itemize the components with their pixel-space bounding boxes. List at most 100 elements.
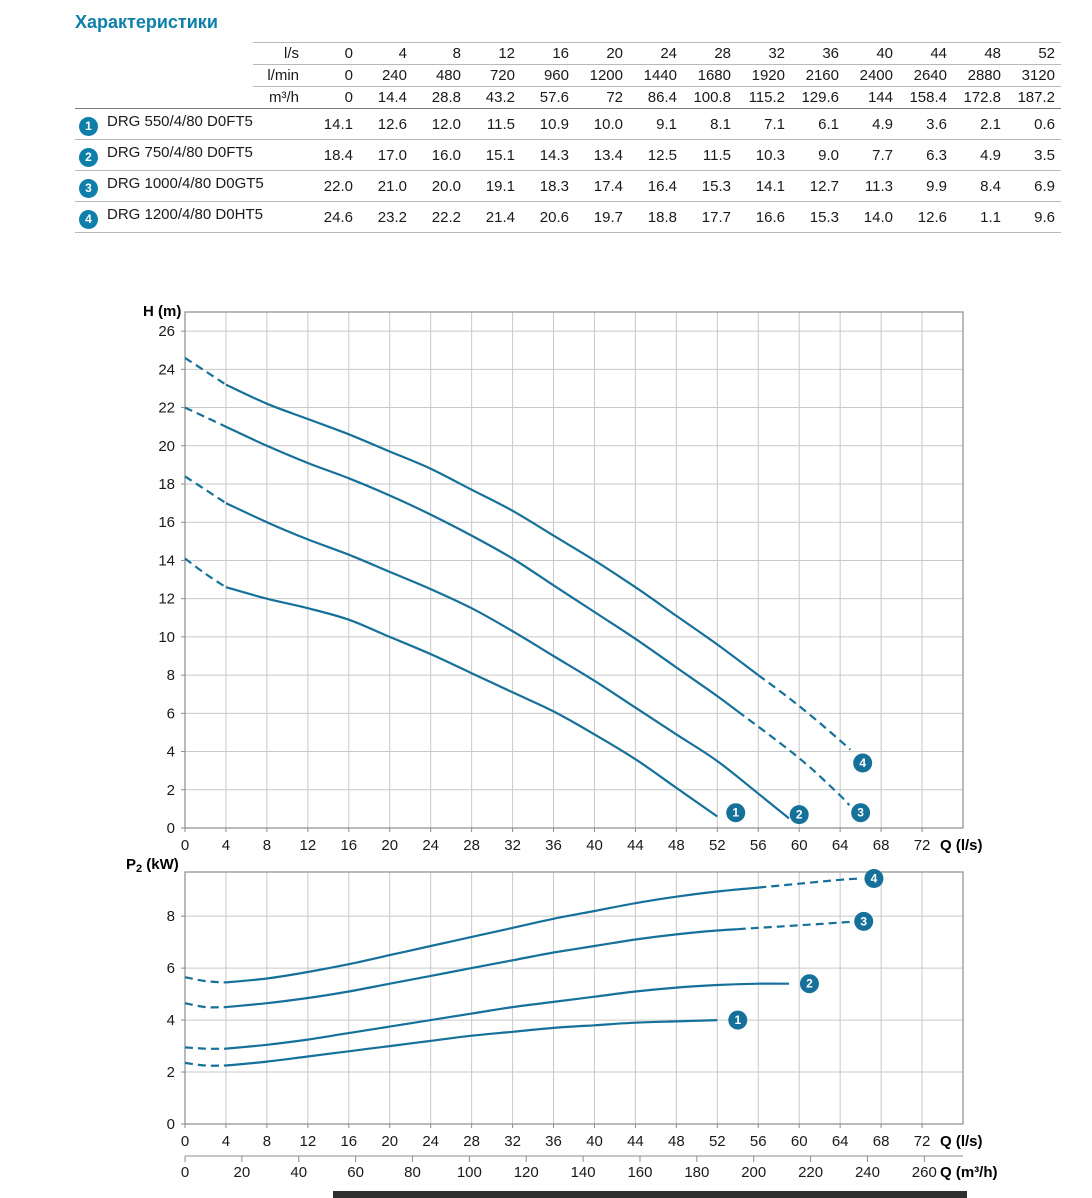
curve-2-dashed-start bbox=[184, 475, 227, 505]
flow-value-cell: 144 bbox=[845, 86, 899, 109]
flow-unit-row: l/s 0 4 8 12 16 20 24 28 32 36 40 44 48 52 bbox=[75, 42, 1061, 65]
y-tick-label: 24 bbox=[158, 361, 175, 378]
head-value-cell: 22.2 bbox=[413, 201, 467, 233]
power-curves: 1 2 3 4 bbox=[184, 868, 884, 1067]
flow-value-cell: 44 bbox=[899, 42, 953, 65]
flow-value-cell: 172.8 bbox=[953, 86, 1007, 109]
flow-value-cell: 480 bbox=[413, 64, 467, 87]
spacer-cell bbox=[75, 43, 253, 65]
head-value-cell: 3.5 bbox=[1007, 139, 1061, 171]
y-tick-label: 4 bbox=[167, 1012, 175, 1029]
x-tick-label: 32 bbox=[504, 837, 521, 854]
curve-1-dashed-start bbox=[184, 1061, 226, 1067]
flow-value-cell: 4 bbox=[359, 42, 413, 65]
flow-value-cell: 100.8 bbox=[683, 86, 737, 109]
flow-value-cell: 28 bbox=[683, 42, 737, 65]
pump-number-badge: 4 bbox=[79, 209, 98, 229]
flow-unit-label: l/s bbox=[253, 42, 305, 65]
flow-value-cell: 72 bbox=[575, 86, 629, 109]
head-value-cell: 11.5 bbox=[467, 108, 521, 140]
head-value-cell: 19.7 bbox=[575, 201, 629, 233]
flow-value-cell: 1440 bbox=[629, 64, 683, 87]
x-tick-label: 4 bbox=[222, 837, 230, 854]
head-value-cell: 6.9 bbox=[1007, 170, 1061, 202]
curve-3-solid bbox=[225, 425, 739, 713]
flow-value-cell: 2400 bbox=[845, 64, 899, 87]
flow-value-cell: 24 bbox=[629, 42, 683, 65]
flow-value-cell: 115.2 bbox=[737, 86, 791, 109]
flow-value-cell: 158.4 bbox=[899, 86, 953, 109]
spacer-cell bbox=[75, 86, 253, 109]
head-value-cell: 12.6 bbox=[359, 108, 413, 140]
y-tick-label: 18 bbox=[158, 476, 175, 493]
x-tick-label: 8 bbox=[263, 1133, 271, 1150]
curve-3-badge-number: 3 bbox=[857, 806, 864, 820]
head-value-cell: 8.4 bbox=[953, 170, 1007, 202]
flow-value-cell: 36 bbox=[791, 42, 845, 65]
flow-value-cell: 3120 bbox=[1007, 64, 1061, 87]
secondary-x-tick-label: 80 bbox=[404, 1164, 421, 1181]
flow-value-cell: 12 bbox=[467, 42, 521, 65]
secondary-x-tick-label: 60 bbox=[347, 1164, 364, 1181]
head-value-cell: 10.9 bbox=[521, 108, 575, 140]
y-tick-label: 0 bbox=[167, 820, 175, 837]
flow-value-cell: 2640 bbox=[899, 64, 953, 87]
head-value-cell: 23.2 bbox=[359, 201, 413, 233]
curve-1-badge bbox=[728, 1010, 748, 1030]
y-axis-title: H (m) bbox=[143, 303, 181, 320]
head-value-cell: 11.3 bbox=[845, 170, 899, 202]
head-value-cell: 4.9 bbox=[953, 139, 1007, 171]
head-value-cell: 9.1 bbox=[629, 108, 683, 140]
x-tick-label: 16 bbox=[340, 837, 357, 854]
x-tick-label: 0 bbox=[181, 1133, 189, 1150]
flow-value-cell: 240 bbox=[359, 64, 413, 87]
flow-value-cell: 187.2 bbox=[1007, 86, 1061, 109]
head-value-cell: 15.3 bbox=[791, 201, 845, 233]
characteristics-table: l/s 0 4 8 12 16 20 24 28 32 36 40 44 48 52 l/min 0 240 480… bbox=[75, 42, 1061, 233]
head-value-cell: 22.0 bbox=[305, 170, 359, 202]
curve-2-solid bbox=[225, 502, 790, 820]
curve-2-badge-number: 2 bbox=[796, 808, 803, 822]
x-tick-label: 24 bbox=[422, 837, 439, 854]
y-axis-title: P2 (kW) bbox=[126, 856, 179, 875]
x-tick-label: 16 bbox=[340, 1133, 357, 1150]
head-grid bbox=[185, 312, 963, 828]
x-tick-label: 12 bbox=[299, 837, 316, 854]
head-value-cell: 9.0 bbox=[791, 139, 845, 171]
y-tick-label: 0 bbox=[167, 1116, 175, 1133]
secondary-x-tick-label: 140 bbox=[571, 1164, 596, 1181]
head-value-cell: 18.4 bbox=[305, 139, 359, 171]
head-value-cell: 15.3 bbox=[683, 170, 737, 202]
flow-value-cell: 8 bbox=[413, 42, 467, 65]
x-tick-label: 4 bbox=[222, 1133, 230, 1150]
x-tick-label: 44 bbox=[627, 837, 644, 854]
head-value-cell: 14.3 bbox=[521, 139, 575, 171]
x-tick-label: 56 bbox=[750, 837, 767, 854]
head-value-cell: 6.3 bbox=[899, 139, 953, 171]
y-tick-label: 16 bbox=[158, 514, 175, 531]
pump-number-badge: 1 bbox=[79, 116, 98, 136]
pump-model-name: DRG 550/4/80 D0FT5 bbox=[107, 112, 253, 130]
x-tick-label: 20 bbox=[381, 1133, 398, 1150]
head-value-cell: 2.1 bbox=[953, 108, 1007, 140]
head-value-cell: 20.0 bbox=[413, 170, 467, 202]
head-value-cell: 19.1 bbox=[467, 170, 521, 202]
curve-3-badge-number: 3 bbox=[860, 914, 867, 928]
x-tick-label: 8 bbox=[263, 837, 271, 854]
curve-4-badge-number: 4 bbox=[871, 871, 878, 885]
x-tick-label: 28 bbox=[463, 837, 480, 854]
x-tick-label: 36 bbox=[545, 837, 562, 854]
secondary-x-tick-label: 200 bbox=[741, 1164, 766, 1181]
head-value-cell: 18.8 bbox=[629, 201, 683, 233]
head-value-cell: 14.1 bbox=[305, 108, 359, 140]
secondary-x-tick-label: 180 bbox=[684, 1164, 709, 1181]
flow-value-cell: 0 bbox=[305, 86, 359, 109]
curve-2-badge bbox=[789, 805, 809, 825]
curve-2-solid bbox=[225, 982, 790, 1050]
pump-number-badge: 3 bbox=[79, 178, 98, 198]
x-tick-label: 44 bbox=[627, 1133, 644, 1150]
head-value-cell: 1.1 bbox=[953, 201, 1007, 233]
curve-2-dashed-start bbox=[184, 1046, 226, 1050]
secondary-x-tick-label: 120 bbox=[514, 1164, 539, 1181]
flow-unit-row: m³/h 0 14.4 28.8 43.2 57.6 72 86.4 100.8 115.2 129… bbox=[75, 86, 1061, 109]
